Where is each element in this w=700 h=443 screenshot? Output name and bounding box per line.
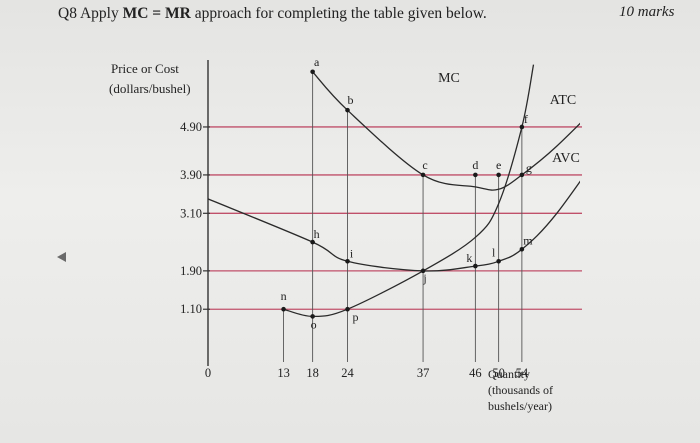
point-label-m: m	[523, 233, 533, 247]
point-label-e: e	[496, 158, 501, 172]
x-tick-label: 24	[341, 366, 354, 380]
curve-label-mc: MC	[438, 71, 460, 86]
point-label-f: f	[524, 112, 528, 126]
point-k	[473, 263, 478, 269]
point-l	[496, 258, 501, 264]
point-label-k: k	[466, 251, 472, 265]
point-e	[496, 172, 501, 178]
y-tick-label: 3.10	[180, 206, 202, 220]
point-b	[345, 107, 350, 113]
point-label-l: l	[492, 245, 496, 259]
point-j	[420, 268, 426, 274]
point-n	[281, 306, 286, 312]
x-axis-title-line: Quantity	[488, 367, 530, 381]
point-a	[310, 69, 315, 75]
point-label-h: h	[314, 227, 320, 241]
point-c	[420, 172, 426, 178]
point-g	[519, 172, 525, 178]
question-suffix: approach for completing the table given …	[194, 5, 487, 22]
x-tick-label: 13	[277, 366, 290, 380]
x-tick-label: 46	[469, 366, 482, 380]
point-label-n: n	[281, 289, 287, 303]
point-label-i: i	[350, 246, 354, 260]
point-i	[345, 258, 350, 264]
point-o	[310, 314, 315, 319]
origin-label: 0	[205, 366, 211, 380]
x-tick-label: 50	[492, 366, 505, 380]
x-tick-label: 54	[516, 366, 529, 380]
curve-mc	[283, 64, 535, 318]
x-tick-label: 37	[417, 366, 430, 380]
curve-label-avc: AVC	[552, 151, 580, 166]
point-label-o: o	[311, 317, 317, 331]
y-tick-label: 4.90	[180, 120, 202, 134]
point-label-g: g	[526, 161, 532, 175]
y-tick-label: 1.90	[180, 264, 202, 278]
point-label-c: c	[422, 158, 427, 172]
point-label-b: b	[348, 93, 354, 107]
question-text: Q8 Apply MC = MR approach for completing…	[58, 5, 487, 23]
x-tick-label: 18	[306, 366, 319, 380]
point-d	[473, 172, 478, 178]
point-h	[310, 239, 315, 245]
y-tick-label: 3.90	[180, 168, 202, 182]
point-p	[345, 306, 350, 312]
point-label-j: j	[422, 271, 426, 285]
point-label-a: a	[314, 55, 320, 69]
cursor-arrow-icon	[57, 252, 66, 262]
x-axis-title-line: (thousands of	[488, 383, 553, 397]
y-axis-title-line: (dollars/bushel)	[109, 81, 191, 96]
point-f	[519, 124, 525, 130]
question-prefix: Q8 Apply	[58, 5, 119, 22]
question-header: Q8 Apply MC = MR approach for completing…	[0, 0, 700, 30]
y-tick-label: 1.10	[180, 302, 202, 316]
x-axis-title-line: bushels/year)	[488, 399, 552, 413]
curve-atc	[312, 71, 580, 191]
point-m	[519, 246, 525, 252]
point-label-d: d	[472, 158, 478, 172]
marks-label: 10 marks	[619, 4, 675, 20]
question-bold: MC = MR	[122, 5, 191, 22]
point-label-p: p	[353, 310, 359, 324]
y-axis-title-line: Price or Cost	[111, 61, 179, 76]
curve-label-atc: ATC	[550, 93, 576, 108]
